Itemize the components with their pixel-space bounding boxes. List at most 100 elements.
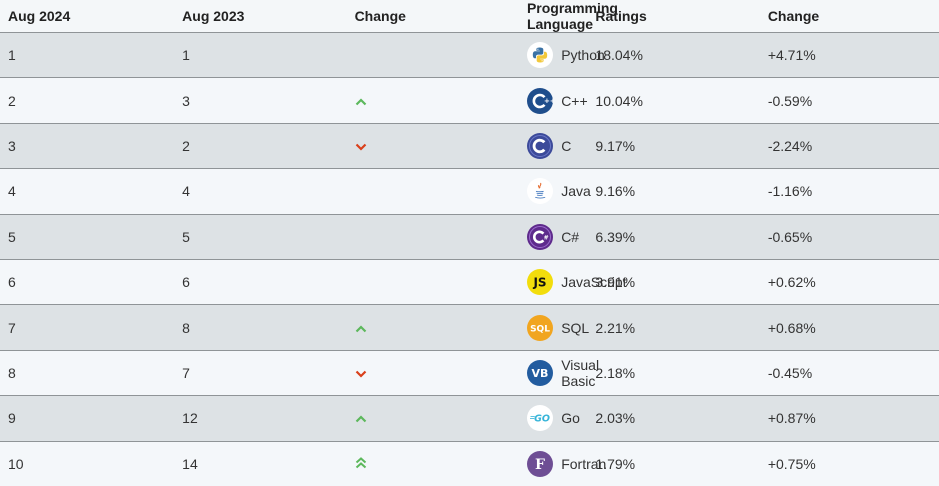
- table-row: 2 3 ++ C++ 10.04% -0.59%: [0, 77, 939, 124]
- table-row: 7 8 SQL SQL 2.21% +0.68%: [0, 304, 939, 351]
- rank-aug-2023: 8: [182, 304, 355, 351]
- table-header: Aug 2024 Aug 2023 Change Programming Lan…: [0, 0, 939, 33]
- change-cell: [354, 168, 527, 215]
- language-name: Go: [561, 395, 596, 442]
- rank-aug-2023: 2: [182, 123, 355, 170]
- change-value: +0.87%: [767, 395, 939, 442]
- change-value: -0.65%: [767, 214, 939, 260]
- rank-aug-2023: 5: [182, 214, 355, 260]
- language-name: Java: [561, 168, 596, 215]
- rank-aug-2023: 4: [182, 168, 355, 215]
- svg-text:++: ++: [544, 97, 553, 105]
- rank-aug-2024: 9: [0, 395, 183, 442]
- double-chevron-up-icon: [355, 456, 367, 472]
- rating-value: 6.39%: [595, 214, 768, 260]
- javascript-icon: JS: [526, 269, 553, 296]
- table-row: 10 14 F Fortran 1.79% +0.75%: [0, 441, 939, 486]
- language-logo-cell: ++: [526, 77, 562, 124]
- table-row: 5 5 # C# 6.39% -0.65%: [0, 214, 939, 260]
- change-cell: [354, 123, 527, 170]
- change-value: +0.62%: [767, 259, 939, 306]
- language-logo-cell: [526, 123, 562, 170]
- header-ratings[interactable]: Ratings: [595, 0, 768, 33]
- rating-value: 2.18%: [595, 350, 768, 397]
- rank-aug-2024: 8: [0, 350, 183, 397]
- header-aug-2023[interactable]: Aug 2023: [182, 0, 355, 33]
- svg-text:VB: VB: [532, 367, 549, 380]
- rank-aug-2023: 12: [182, 395, 355, 442]
- language-logo-cell: #: [526, 214, 562, 260]
- rank-aug-2024: 5: [0, 214, 183, 260]
- change-cell: [354, 395, 527, 442]
- language-name: Visual Basic: [561, 350, 599, 397]
- header-change-percent[interactable]: Change: [767, 0, 939, 33]
- sql-icon: SQL: [526, 314, 553, 341]
- rank-aug-2024: 2: [0, 77, 183, 124]
- language-logo-cell: JS: [526, 259, 562, 306]
- language-name: Fortran: [561, 441, 606, 486]
- table-row: 9 12 GO Go 2.03% +0.87%: [0, 395, 939, 442]
- rank-aug-2023: 1: [182, 32, 355, 79]
- svg-text:F: F: [535, 457, 545, 473]
- language-logo-cell: GO: [526, 395, 562, 442]
- change-cell: [354, 214, 527, 260]
- header-programming-language[interactable]: Programming Language: [526, 0, 618, 33]
- table-row: 1 1 Python 18.04% +4.71%: [0, 32, 939, 79]
- rank-aug-2023: 14: [182, 441, 355, 486]
- java-icon: [526, 178, 553, 205]
- rating-value: 18.04%: [595, 32, 768, 79]
- rating-value: 2.21%: [595, 304, 768, 351]
- change-value: +4.71%: [767, 32, 939, 79]
- language-name: C: [561, 123, 596, 170]
- go-icon: GO: [526, 405, 553, 432]
- rank-aug-2023: 7: [182, 350, 355, 397]
- change-cell: [354, 77, 527, 124]
- change-cell: [354, 259, 527, 306]
- rating-value: 1.79%: [595, 441, 768, 486]
- rating-value: 10.04%: [595, 77, 768, 124]
- language-name: Python: [561, 32, 605, 79]
- language-logo-cell: F: [526, 441, 562, 486]
- rating-value: 9.17%: [595, 123, 768, 170]
- header-row: Aug 2024 Aug 2023 Change Programming Lan…: [0, 0, 939, 33]
- change-value: -2.24%: [767, 123, 939, 170]
- change-value: +0.68%: [767, 304, 939, 351]
- chevron-down-icon: [355, 365, 367, 381]
- change-cell: [354, 350, 527, 397]
- svg-text:#: #: [544, 234, 549, 241]
- change-cell: [354, 304, 527, 351]
- svg-text:GO: GO: [534, 414, 550, 425]
- table-row: 6 6 JS JavaScript 3.91% +0.62%: [0, 259, 939, 306]
- language-name: SQL: [561, 304, 596, 351]
- header-aug-2024[interactable]: Aug 2024: [0, 0, 183, 33]
- rating-value: 9.16%: [595, 168, 768, 215]
- chevron-up-icon: [355, 320, 367, 336]
- c-icon: [526, 132, 553, 159]
- rating-value: 2.03%: [595, 395, 768, 442]
- table-body: 1 1 Python 18.04% +4.71% 2 3 ++ C++ 10.04% -0.59% 3…: [0, 32, 939, 486]
- language-logo-cell: VB: [526, 350, 562, 397]
- table-row: 8 7 VB Visual Basic 2.18% -0.45%: [0, 350, 939, 397]
- rank-aug-2024: 7: [0, 304, 183, 351]
- csharp-icon: #: [526, 223, 553, 250]
- rank-aug-2024: 1: [0, 32, 183, 79]
- table-row: 4 4 Java 9.16% -1.16%: [0, 168, 939, 215]
- rank-aug-2024: 10: [0, 441, 183, 486]
- change-value: -1.16%: [767, 168, 939, 215]
- language-name: C++: [561, 77, 596, 124]
- language-logo-cell: [526, 32, 562, 79]
- language-logo-cell: SQL: [526, 304, 562, 351]
- rating-value: 3.91%: [595, 259, 768, 306]
- change-cell: [354, 32, 527, 79]
- header-change[interactable]: Change: [354, 0, 527, 33]
- fortran-icon: F: [526, 450, 553, 477]
- chevron-up-icon: [355, 93, 367, 109]
- rank-aug-2023: 3: [182, 77, 355, 124]
- chevron-down-icon: [355, 138, 367, 154]
- chevron-up-icon: [355, 410, 367, 426]
- change-value: +0.75%: [767, 441, 939, 486]
- visual-basic-icon: VB: [526, 359, 553, 386]
- rank-aug-2023: 6: [182, 259, 355, 306]
- table-row: 3 2 C 9.17% -2.24%: [0, 123, 939, 170]
- svg-text:JS: JS: [532, 275, 546, 289]
